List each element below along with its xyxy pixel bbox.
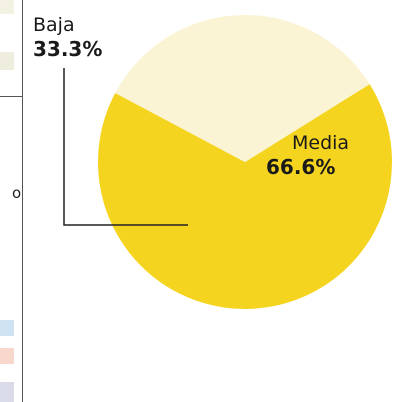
pie-slice-baja — [115, 15, 370, 162]
slice-label-media: Media — [292, 132, 349, 154]
slice-label-baja: Baja — [33, 14, 75, 36]
panel-divider — [22, 0, 23, 402]
legend-swatch — [0, 0, 14, 14]
pie-slices — [98, 15, 393, 310]
legend-swatch — [0, 52, 14, 70]
slice-value-media: 66.6% — [266, 155, 335, 179]
legend-swatch — [0, 320, 14, 336]
legend-swatch — [0, 348, 14, 364]
divider — [0, 96, 22, 97]
slice-value-baja: 33.3% — [33, 37, 102, 61]
legend-swatch — [0, 382, 14, 402]
truncated-text: o — [12, 184, 22, 202]
leader-line-baja — [63, 68, 188, 226]
left-panel-edge: o — [0, 0, 24, 402]
pie-slice-media — [98, 84, 393, 310]
